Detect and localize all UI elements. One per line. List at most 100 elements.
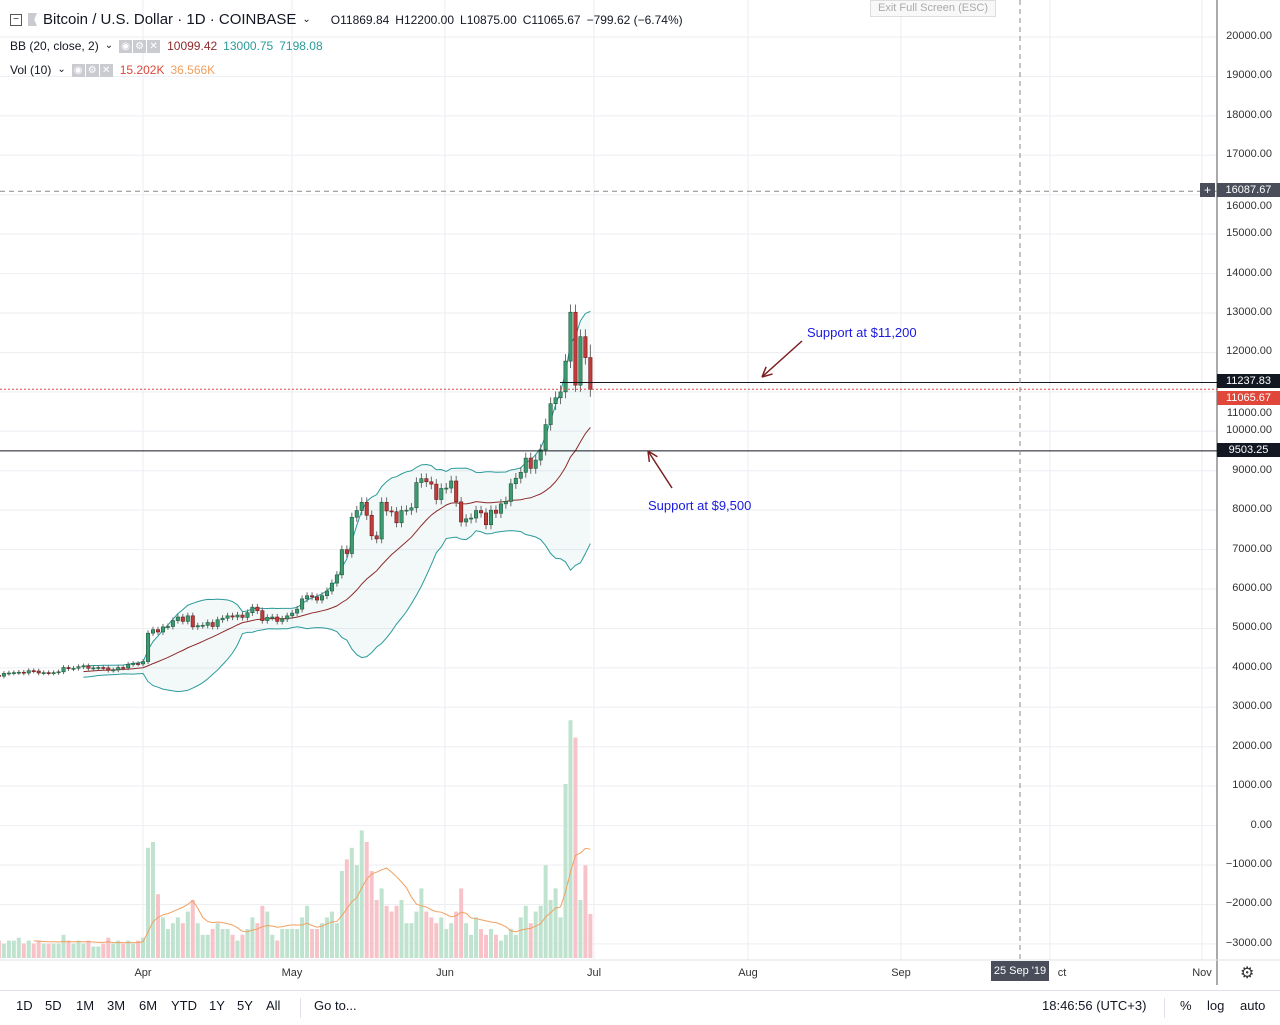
- candle: [573, 304, 578, 392]
- range-button-5y[interactable]: 5Y: [237, 998, 253, 1013]
- candle: [151, 626, 156, 637]
- candle-body-up: [469, 517, 474, 520]
- candle-body-down: [86, 665, 91, 669]
- price-chart[interactable]: [0, 0, 1280, 990]
- volume-bar: [116, 940, 121, 958]
- volume-bar: [220, 929, 225, 958]
- candle-body-up: [439, 488, 444, 500]
- volume-bar: [46, 943, 51, 958]
- volume-bar: [305, 905, 310, 958]
- time-tick-label: ct: [1057, 967, 1067, 979]
- price-tick-label: 7000.00: [1232, 542, 1272, 555]
- candle-body-down: [369, 514, 374, 537]
- candle: [270, 613, 275, 621]
- flag-icon[interactable]: [28, 13, 37, 26]
- settings-gear-icon[interactable]: ⚙: [1240, 965, 1255, 982]
- price-tick-label: 17000.00: [1226, 148, 1272, 161]
- clock[interactable]: 18:46:56 (UTC+3): [1042, 998, 1147, 1013]
- candle-body-up: [563, 360, 568, 393]
- volume-bar: [439, 917, 444, 958]
- range-button-6m[interactable]: 6M: [139, 998, 158, 1013]
- volume-bar: [573, 737, 578, 958]
- candle-body-down: [106, 667, 111, 671]
- bb-label[interactable]: BB (20, close, 2): [10, 38, 99, 53]
- eye-icon[interactable]: ◉: [71, 64, 85, 77]
- price-tick-label: 2000.00: [1232, 739, 1272, 752]
- candle: [404, 505, 409, 516]
- volume-bar: [86, 940, 91, 958]
- range-button-1m[interactable]: 1M: [76, 998, 95, 1013]
- candle: [538, 444, 543, 466]
- candle-body-down: [210, 622, 215, 627]
- log-toggle[interactable]: log: [1207, 998, 1225, 1013]
- candle-body-up: [280, 618, 285, 622]
- auto-toggle[interactable]: auto: [1240, 998, 1266, 1013]
- vol-label[interactable]: Vol (10): [10, 62, 52, 77]
- close-icon[interactable]: ✕: [99, 64, 113, 77]
- candle: [180, 613, 185, 625]
- candle-body-down: [429, 481, 434, 485]
- volume-bar: [111, 943, 116, 958]
- volume-bar: [250, 917, 255, 958]
- volume-bar: [429, 917, 434, 958]
- range-button-1y[interactable]: 1Y: [209, 998, 225, 1013]
- bb-fill: [83, 311, 591, 692]
- candle-body-up: [185, 615, 190, 622]
- volume-bar: [498, 940, 503, 958]
- volume-bar: [6, 940, 11, 958]
- price-tick-label: −2000.00: [1225, 897, 1272, 910]
- candle-body-up: [195, 625, 200, 628]
- candle: [245, 609, 250, 621]
- volume-bar: [359, 830, 364, 958]
- collapse-icon[interactable]: −: [10, 13, 22, 26]
- candle: [31, 668, 36, 674]
- candle: [220, 615, 225, 623]
- candle-body-up: [290, 612, 295, 617]
- vol-ma-value: 36.566K: [170, 62, 216, 77]
- goto-button[interactable]: Go to...: [314, 998, 357, 1013]
- candle: [41, 670, 46, 676]
- range-button-1d[interactable]: 1D: [16, 998, 33, 1013]
- volume-bar: [16, 937, 21, 958]
- candle-body-up: [245, 612, 250, 618]
- close-icon[interactable]: ✕: [147, 40, 161, 53]
- candle-body-down: [315, 596, 320, 601]
- price-tick-label: 8000.00: [1232, 503, 1272, 516]
- candle-body-up: [419, 478, 424, 483]
- candle-body-up: [518, 472, 523, 479]
- range-button-5d[interactable]: 5D: [45, 998, 62, 1013]
- gear-icon[interactable]: ⚙: [133, 40, 147, 53]
- annotation-support-9500[interactable]: Support at $9,500: [648, 498, 752, 513]
- ohlc-change: −799.62 (−6.74%): [586, 12, 683, 27]
- annotation-support-11200[interactable]: Support at $11,200: [807, 325, 917, 340]
- percent-toggle[interactable]: %: [1180, 998, 1192, 1013]
- gear-icon[interactable]: ⚙: [85, 64, 99, 77]
- eye-icon[interactable]: ◉: [119, 40, 133, 53]
- candle: [285, 612, 290, 623]
- arrow-head: [647, 450, 651, 463]
- time-tick-label: Nov: [1192, 967, 1212, 979]
- chevron-down-icon[interactable]: ⌄: [57, 64, 66, 75]
- volume-bar: [354, 865, 359, 958]
- candle: [563, 354, 568, 399]
- crosshair-price-badge: 16087.67: [1217, 183, 1280, 197]
- symbol-title[interactable]: Bitcoin / U.S. Dollar · 1D · COINBASE: [43, 11, 297, 28]
- volume-bar: [334, 923, 339, 958]
- volume-bar: [210, 929, 215, 958]
- volume-bar: [200, 934, 205, 958]
- range-button-all[interactable]: All: [266, 998, 281, 1013]
- candle: [518, 467, 523, 484]
- volume-bar: [81, 943, 86, 958]
- candle-body-up: [285, 615, 290, 620]
- candle-body-up: [295, 608, 300, 614]
- chevron-down-icon[interactable]: ⌄: [104, 40, 114, 51]
- candle: [195, 622, 200, 630]
- volume-bar: [558, 917, 563, 958]
- volume-bar: [409, 923, 414, 958]
- add-alert-button[interactable]: +: [1200, 183, 1215, 197]
- range-button-ytd[interactable]: YTD: [171, 998, 197, 1013]
- range-button-3m[interactable]: 3M: [107, 998, 126, 1013]
- volume-bar: [230, 934, 235, 958]
- chevron-down-icon[interactable]: ⌄: [302, 14, 311, 25]
- volume-bar: [106, 937, 111, 958]
